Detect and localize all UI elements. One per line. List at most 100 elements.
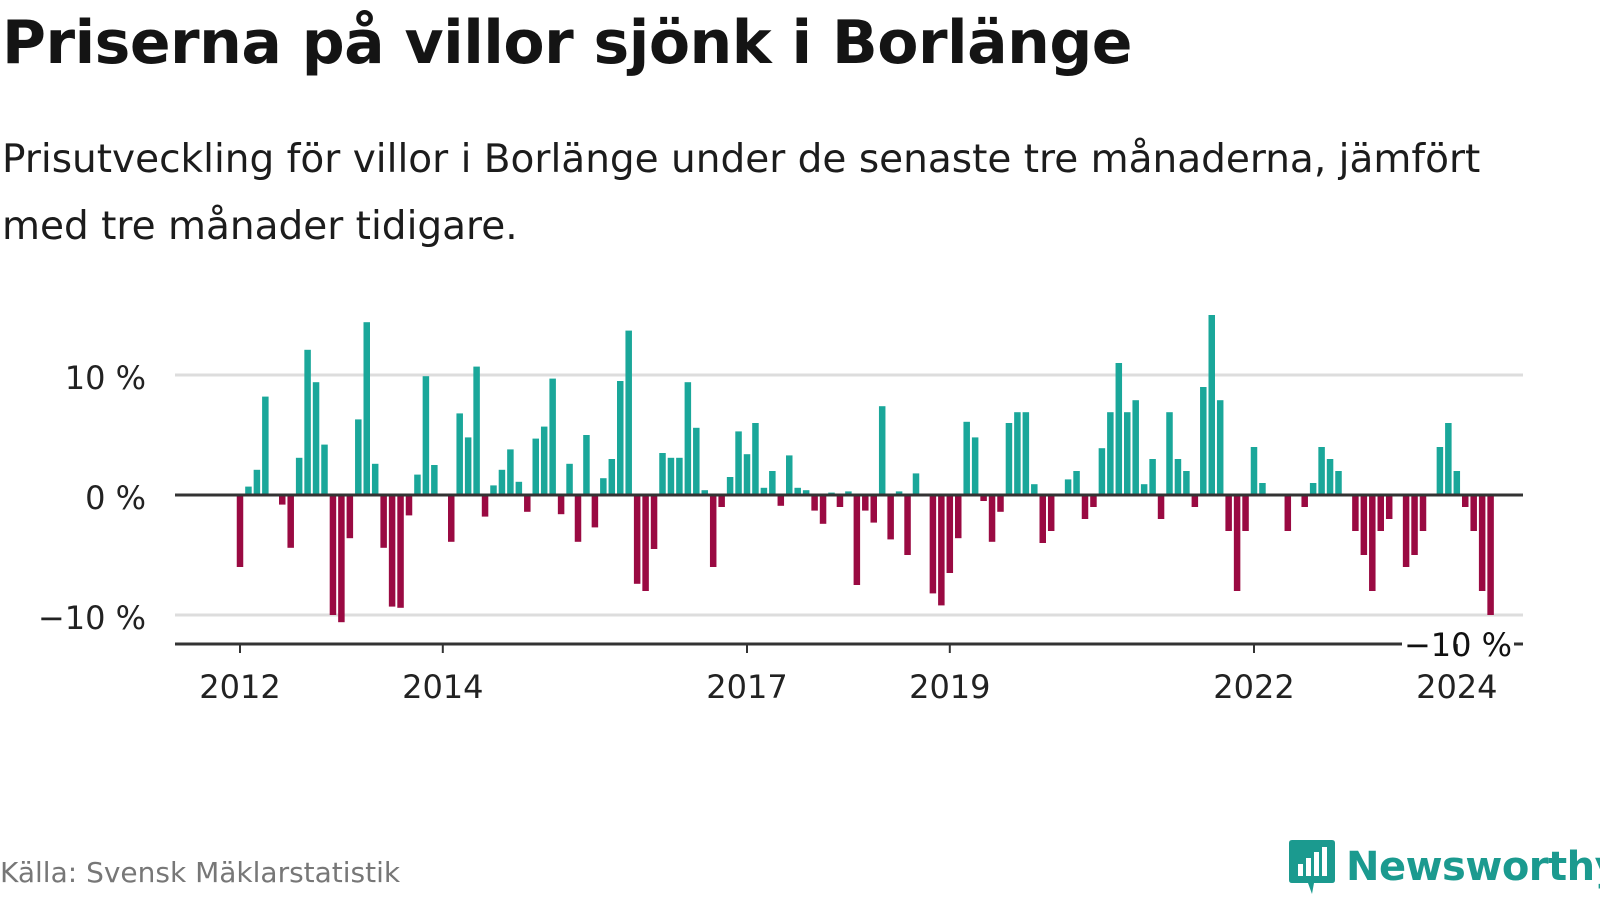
bar [1039, 495, 1046, 543]
bar [988, 495, 996, 542]
bar [1462, 495, 1469, 507]
bar [802, 490, 810, 495]
bar [1149, 459, 1156, 495]
bar [1478, 495, 1486, 591]
chart-logo-icon [1289, 840, 1335, 894]
bar [1124, 412, 1131, 495]
bar [236, 495, 244, 567]
bar [1014, 412, 1021, 495]
bar [1385, 495, 1393, 519]
bar [684, 382, 692, 495]
bar [1191, 495, 1199, 507]
bar [1402, 495, 1410, 567]
bar [819, 495, 827, 524]
bar [397, 495, 404, 608]
bar [1326, 459, 1334, 495]
bar [1216, 400, 1224, 495]
bar [642, 495, 649, 591]
chart-subtitle: Prisutveckling för villor i Borlänge und… [2, 137, 1481, 249]
bar [786, 455, 793, 495]
bar [1183, 471, 1190, 495]
bar [490, 485, 497, 495]
bar [811, 495, 818, 511]
bar [583, 435, 590, 495]
chart-gridlines [175, 373, 1523, 617]
bar [1453, 471, 1461, 495]
bar [1098, 448, 1106, 495]
bar [1301, 495, 1308, 507]
bar-chart: 10 % 0 % −10 % 2012 2014 2017 2019 2022 2024 −10 … [38, 315, 1523, 706]
bar [929, 495, 937, 594]
bar [566, 463, 573, 495]
bar [1047, 495, 1055, 531]
bar [321, 444, 328, 495]
bar [1022, 412, 1030, 495]
bar [540, 426, 548, 495]
bar [600, 478, 607, 495]
bar [1225, 495, 1232, 531]
bar [1200, 387, 1207, 495]
bar [1073, 471, 1080, 495]
bar [904, 495, 911, 555]
bar [1360, 495, 1368, 555]
bar [735, 431, 742, 495]
brand-name: Newsworthy [1346, 844, 1600, 890]
bar [1487, 495, 1494, 615]
bar [1419, 495, 1427, 531]
bar [1259, 483, 1266, 495]
bar [253, 469, 261, 495]
bar [845, 491, 852, 495]
bar [1470, 495, 1477, 531]
bar [946, 495, 954, 573]
bar [633, 495, 641, 584]
bar [346, 495, 354, 539]
bar [718, 495, 725, 507]
bar [726, 477, 734, 495]
bar [650, 495, 658, 549]
bar [769, 471, 776, 495]
bar [1369, 495, 1376, 591]
bar [1250, 447, 1258, 495]
chart-title: Priserna på villor sjönk i Borlänge [2, 8, 1132, 78]
bar [405, 495, 413, 516]
bar [473, 366, 480, 495]
bar [380, 495, 387, 548]
bar [515, 481, 523, 495]
bar [912, 473, 920, 495]
bar [448, 495, 455, 542]
bar [1157, 495, 1165, 519]
bar [279, 495, 286, 505]
y-tick-label: −10 % [38, 599, 146, 637]
chart-bars [236, 315, 1494, 623]
bar [1411, 495, 1418, 555]
bar [1242, 495, 1249, 531]
bar [887, 495, 894, 540]
bar [481, 495, 489, 517]
bar [1166, 412, 1173, 495]
bar [1309, 483, 1317, 495]
x-tick-label: 2012 [199, 668, 280, 706]
bar [1031, 484, 1038, 495]
bar [1352, 495, 1359, 531]
bar [1208, 315, 1215, 495]
bar [955, 495, 962, 539]
bar [676, 457, 683, 495]
bar [971, 437, 979, 495]
bar [524, 495, 531, 512]
bar [1115, 363, 1123, 495]
bar [456, 413, 463, 495]
bar [1090, 495, 1097, 507]
bar [304, 349, 311, 495]
bar [329, 495, 337, 615]
x-tick-label: 2019 [909, 668, 990, 706]
source-credit: Källa: Svensk Mäklarstatistik [0, 856, 401, 889]
bar [1335, 471, 1342, 495]
bar [1132, 400, 1139, 495]
bar [870, 495, 877, 523]
bar [431, 465, 438, 495]
y-tick-label: 0 % [85, 479, 146, 517]
bar [1064, 479, 1072, 495]
chart-axes [175, 493, 1523, 653]
bar [980, 495, 987, 501]
bar [743, 454, 751, 495]
